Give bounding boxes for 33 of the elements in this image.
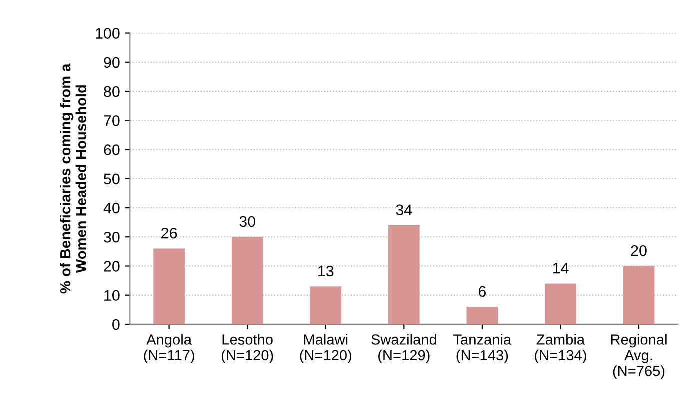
bar — [388, 225, 420, 324]
y-tick-label: 0 — [112, 319, 120, 330]
bar — [154, 248, 185, 324]
y-tick-label: 20 — [104, 261, 120, 272]
bar — [466, 307, 498, 324]
x-tick-label: Zambia (N=134) — [535, 334, 586, 364]
x-tick-label: Lesotho (N=120) — [222, 334, 274, 364]
y-tick-label: 40 — [104, 202, 120, 214]
bar — [310, 286, 342, 324]
data-label: 13 — [318, 266, 334, 277]
x-tick-label: Tanzania (N=143) — [454, 334, 512, 364]
x-tick-label: Swaziland (N=129) — [372, 334, 436, 364]
y-tick-label: 60 — [104, 144, 120, 156]
y-tick-label: 90 — [104, 57, 120, 68]
data-label: 14 — [553, 263, 569, 274]
x-tick-label: Malawi (N=120) — [300, 334, 352, 364]
data-label: 34 — [396, 204, 412, 216]
bar — [545, 284, 576, 324]
x-tick-label: Angola (N=117) — [144, 334, 194, 364]
y-axis-title: % of Beneficiaries coming from a Women Headed Household — [60, 64, 86, 294]
y-tick-label: 10 — [104, 290, 120, 302]
y-tick-label: 100 — [96, 28, 120, 39]
y-tick-label: 50 — [104, 174, 120, 185]
y-tick-label: 30 — [104, 232, 120, 243]
data-label: 30 — [240, 216, 256, 228]
x-tick-label: Regional Avg. (N=765) — [611, 334, 667, 380]
bar — [623, 266, 655, 324]
data-label: 6 — [478, 286, 486, 298]
data-label: 20 — [631, 245, 647, 256]
y-tick-label: 80 — [104, 86, 120, 98]
data-label: 26 — [162, 228, 178, 239]
bar — [232, 237, 264, 324]
y-tick-label: 70 — [104, 116, 120, 126]
